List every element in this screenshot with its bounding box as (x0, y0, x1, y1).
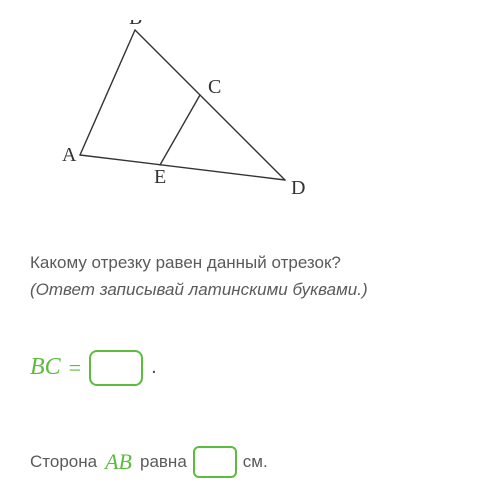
side-unit: см. (243, 452, 268, 472)
side-prefix: Сторона (30, 452, 97, 472)
equals-sign: = (69, 355, 81, 381)
instruction-text: (Ответ записывай латинскими буквами.) (30, 280, 470, 300)
question-text: Какому отрезку равен данный отрезок? (30, 250, 470, 276)
side-variable: AB (105, 449, 132, 475)
side-mid: равна (140, 452, 187, 472)
segment-answer-input[interactable] (89, 350, 143, 386)
side-length-input[interactable] (193, 446, 237, 478)
side-length-row: Сторона AB равна см. (30, 446, 470, 478)
svg-text:D: D (291, 177, 305, 199)
formula-period: . (151, 356, 157, 379)
svg-text:B: B (129, 20, 142, 29)
svg-text:C: C (208, 76, 221, 98)
triangle-svg: A B C D E (60, 20, 320, 205)
svg-text:E: E (154, 166, 166, 188)
formula-row: BC = . (30, 350, 470, 386)
geometry-diagram: A B C D E (60, 20, 470, 210)
formula-variable: BC (30, 354, 61, 381)
svg-text:A: A (62, 144, 77, 166)
